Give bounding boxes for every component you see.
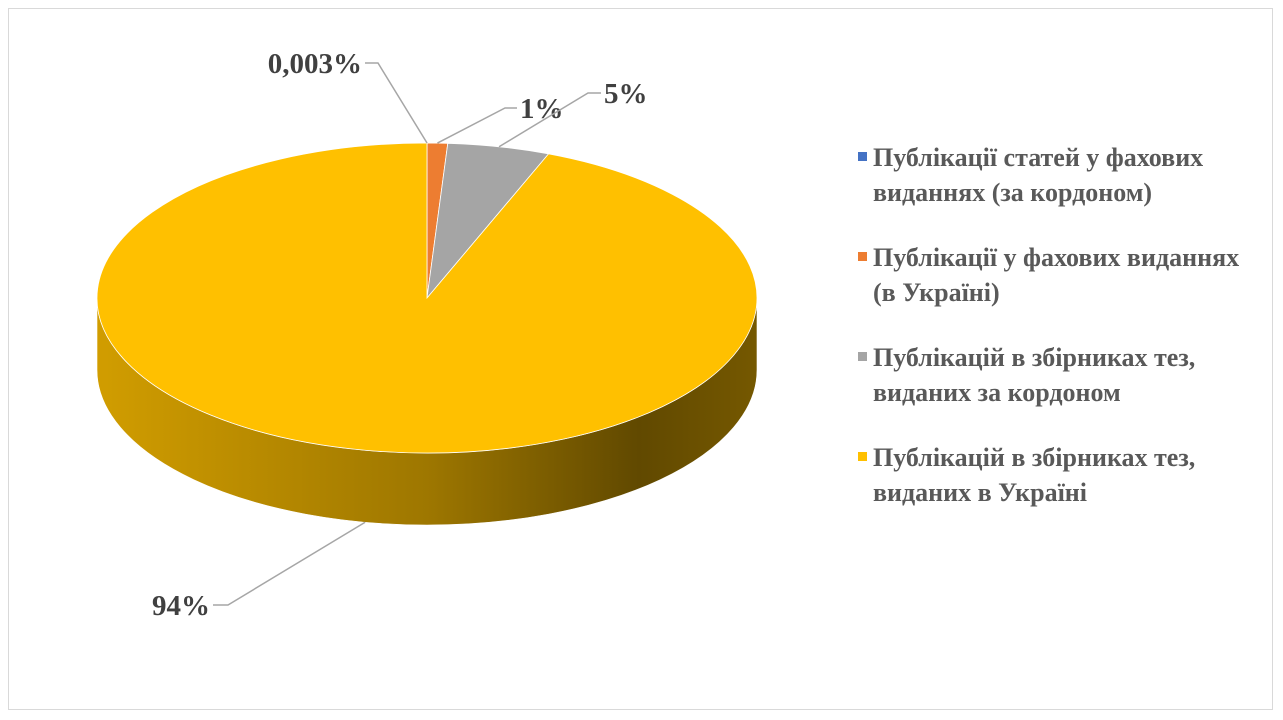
legend-swatch (858, 352, 867, 361)
legend-item: Публікації у фахових виданнях (в Україні… (858, 240, 1248, 310)
leader-line (213, 521, 366, 606)
chart-border (8, 8, 1273, 710)
leader-line (498, 92, 601, 148)
legend-swatch (858, 252, 867, 261)
leader-line (365, 62, 428, 144)
data-label: 94% (152, 590, 210, 622)
pie-slice (96, 142, 758, 454)
legend-swatch (858, 452, 867, 461)
legend-swatch (858, 152, 867, 161)
legend-label: Публікації статей у фахових виданнях (за… (873, 143, 1204, 207)
legend-label: Публікації у фахових виданнях (в Україні… (873, 243, 1240, 307)
data-label: 1% (520, 93, 564, 125)
legend: Публікації статей у фахових виданнях (за… (858, 140, 1248, 540)
legend-label: Публікацій в збірниках тез, виданих за к… (873, 343, 1196, 407)
legend-item: Публікацій в збірниках тез, виданих за к… (858, 340, 1248, 410)
legend-item: Публікацій в збірниках тез, виданих в Ук… (858, 440, 1248, 510)
legend-label: Публікацій в збірниках тез, виданих в Ук… (873, 443, 1196, 507)
leader-line (437, 107, 517, 144)
legend-item: Публікації статей у фахових виданнях (за… (858, 140, 1248, 210)
data-label: 0,003% (268, 48, 362, 80)
data-label: 5% (604, 78, 648, 110)
